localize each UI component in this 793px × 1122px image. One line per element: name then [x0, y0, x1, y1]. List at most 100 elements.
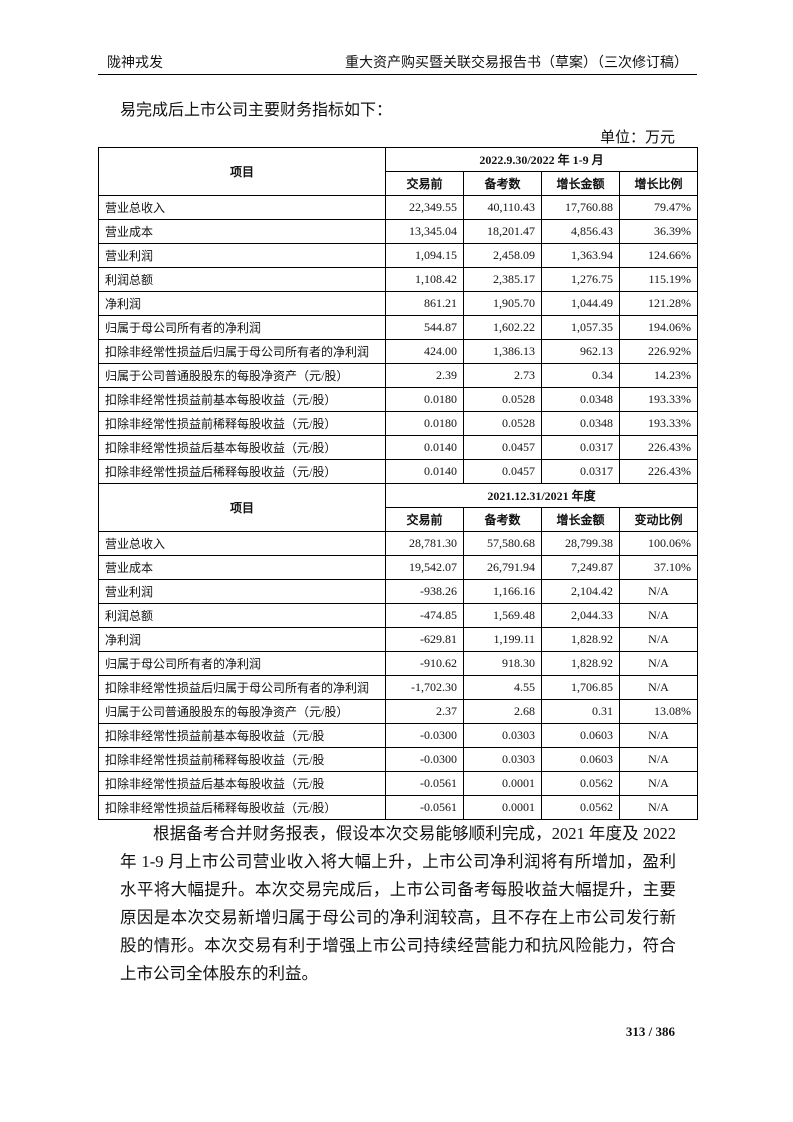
table-row: 交易前 备考数 增长金额 增长比例 [99, 171, 699, 196]
table-cell: 归属于母公司所有者的净利润 [98, 651, 386, 676]
table-cell: -938.26 [385, 579, 464, 604]
table-cell: 交易前 [385, 171, 464, 196]
table-cell: 17,760.88 [541, 195, 620, 220]
table-cell: 0.0303 [463, 723, 542, 748]
table-row: 扣除非经常性损益后归属于母公司所有者的净利润 -1,702.30 4.55 1,706… [98, 675, 699, 700]
table-cell: 0.34 [541, 363, 620, 388]
table-row: 营业利润 1,094.15 2,458.09 1,363.94 124.66% [98, 243, 699, 268]
table-cell: 918.30 [463, 651, 542, 676]
table-cell: 1,828.92 [541, 651, 620, 676]
table-row: 扣除非经常性损益前基本每股收益（元/股） 0.0180 0.0528 0.0348 19… [98, 387, 699, 412]
table-cell: 0.0317 [541, 459, 620, 484]
table-cell: 226.92% [618, 339, 699, 364]
table-cell: 18,201.47 [463, 219, 542, 244]
table-cell: -474.85 [385, 603, 464, 628]
table-cell: 2,104.42 [541, 579, 620, 604]
table-row: 扣除非经常性损益后稀释每股收益（元/股） 0.0140 0.0457 0.0317 22… [98, 459, 699, 484]
table-cell: 424.00 [385, 339, 464, 364]
table-cell: 1,057.35 [541, 315, 620, 340]
table-cell: 226.43% [618, 459, 699, 484]
paragraph: 根据备考合并财务报表，假设本次交易能够顺利完成，2021 年度及 2022 年 … [120, 824, 676, 983]
table-cell: 扣除非经常性损益后基本每股收益（元/股） [98, 435, 386, 460]
table-cell: 1,363.94 [541, 243, 620, 268]
table-cell: 100.06% [618, 531, 699, 556]
table-cell: 1,828.92 [541, 627, 620, 652]
table-row: 净利润 -629.81 1,199.11 1,828.92 N/A [98, 627, 699, 652]
intro-text: 易完成后上市公司主要财务指标如下： [120, 102, 393, 119]
table-cell: 扣除非经常性损益前基本每股收益（元/股） [98, 387, 386, 412]
table-cell: 0.0001 [463, 795, 542, 820]
table-cell: 7,249.87 [541, 555, 620, 580]
table-row: 扣除非经常性损益前稀释每股收益（元/股 -0.0300 0.0303 0.0603 N/… [98, 747, 699, 772]
table-cell: 2.37 [385, 699, 464, 724]
table-cell: 扣除非经常性损益前稀释每股收益（元/股） [98, 411, 386, 436]
table-cell: -0.0300 [385, 747, 464, 772]
table-cell: 营业利润 [98, 579, 386, 604]
table-cell: 归属于公司普通股股东的每股净资产（元/股） [98, 363, 386, 388]
table-cell: -1,702.30 [385, 675, 464, 700]
table-cell: 增长比例 [618, 171, 699, 196]
table-cell: 544.87 [385, 315, 464, 340]
table-row: 营业利润 -938.26 1,166.16 2,104.42 N/A [98, 579, 699, 604]
table-cell: 2,044.33 [541, 603, 620, 628]
table-cell: 0.0457 [463, 459, 542, 484]
table-cell: 0.31 [541, 699, 620, 724]
table-cell: 2,458.09 [463, 243, 542, 268]
table-cell: -629.81 [385, 627, 464, 652]
table-cell: 193.33% [618, 387, 699, 412]
header-rule [98, 74, 697, 75]
table-cell: 0.0180 [385, 411, 464, 436]
table-row: 营业总收入 22,349.55 40,110.43 17,760.88 79.47% [98, 195, 699, 220]
table-cell: 4.55 [463, 675, 542, 700]
table-cell: 2.73 [463, 363, 542, 388]
table-cell: 226.43% [618, 435, 699, 460]
table-cell: 57,580.68 [463, 531, 542, 556]
table-row: 归属于公司普通股股东的每股净资产（元/股） 2.39 2.73 0.34 14.23% [98, 363, 699, 388]
table-cell: N/A [618, 627, 699, 652]
table-cell: 归属于母公司所有者的净利润 [98, 315, 386, 340]
table-cell: 0.0562 [541, 771, 620, 796]
table-cell: 扣除非经常性损益后归属于母公司所有者的净利润 [98, 675, 386, 700]
table-cell: 26,791.94 [463, 555, 542, 580]
table-row: 归属于母公司所有者的净利润 -910.62 918.30 1,828.92 N/A [98, 651, 699, 676]
table-cell: 1,166.16 [463, 579, 542, 604]
page-number: 313 / 386 [625, 1024, 675, 1039]
header-left: 陇神戎发 [107, 56, 163, 71]
table-row: 归属于公司普通股股东的每股净资产（元/股） 2.37 2.68 0.31 13.08% [98, 699, 699, 724]
table-cell: 0.0603 [541, 747, 620, 772]
table-cell: 变动比例 [618, 507, 699, 532]
table-cell: 1,706.85 [541, 675, 620, 700]
table-cell: 扣除非经常性损益前基本每股收益（元/股 [98, 723, 386, 748]
financial-table: 项目 2022.9.30/2022 年 1-9 月交易前 备考数 增长金额 增长比例 营业… [98, 147, 699, 820]
table-cell: N/A [618, 603, 699, 628]
table-row: 营业总收入 28,781.30 57,580.68 28,799.38 100.06% [98, 531, 699, 556]
table-cell: 79.47% [618, 195, 699, 220]
table-cell: 项目 [98, 147, 386, 196]
table-row: 扣除非经常性损益前基本每股收益（元/股 -0.0300 0.0303 0.0603 N/… [98, 723, 699, 748]
table-cell: 扣除非经常性损益后归属于母公司所有者的净利润 [98, 339, 386, 364]
table-cell: 2.68 [463, 699, 542, 724]
table-cell: -0.0561 [385, 771, 464, 796]
table-cell: 1,276.75 [541, 267, 620, 292]
table-cell: 备考数 [463, 171, 542, 196]
table-cell: 2022.9.30/2022 年 1-9 月 [384, 147, 699, 172]
table-cell: 121.28% [618, 291, 699, 316]
table-cell: 1,108.42 [385, 267, 464, 292]
table-cell: 36.39% [618, 219, 699, 244]
table-row: 净利润 861.21 1,905.70 1,044.49 121.28% [98, 291, 699, 316]
table-cell: 13,345.04 [385, 219, 464, 244]
table-cell: 营业成本 [98, 219, 386, 244]
table-cell: -910.62 [385, 651, 464, 676]
table-cell: 扣除非经常性损益后稀释每股收益（元/股） [98, 795, 386, 820]
table-row: 扣除非经常性损益后基本每股收益（元/股 -0.0561 0.0001 0.0562 N/… [98, 771, 699, 796]
table-cell: 净利润 [98, 291, 386, 316]
table-cell: 1,094.15 [385, 243, 464, 268]
table-cell: 1,569.48 [463, 603, 542, 628]
table-cell: 0.0303 [463, 747, 542, 772]
table-cell: 193.33% [618, 411, 699, 436]
table-cell: 营业总收入 [98, 531, 386, 556]
table-cell: 备考数 [463, 507, 542, 532]
table-cell: 营业成本 [98, 555, 386, 580]
table-cell: 营业总收入 [98, 195, 386, 220]
table-cell: 0.0528 [463, 387, 542, 412]
